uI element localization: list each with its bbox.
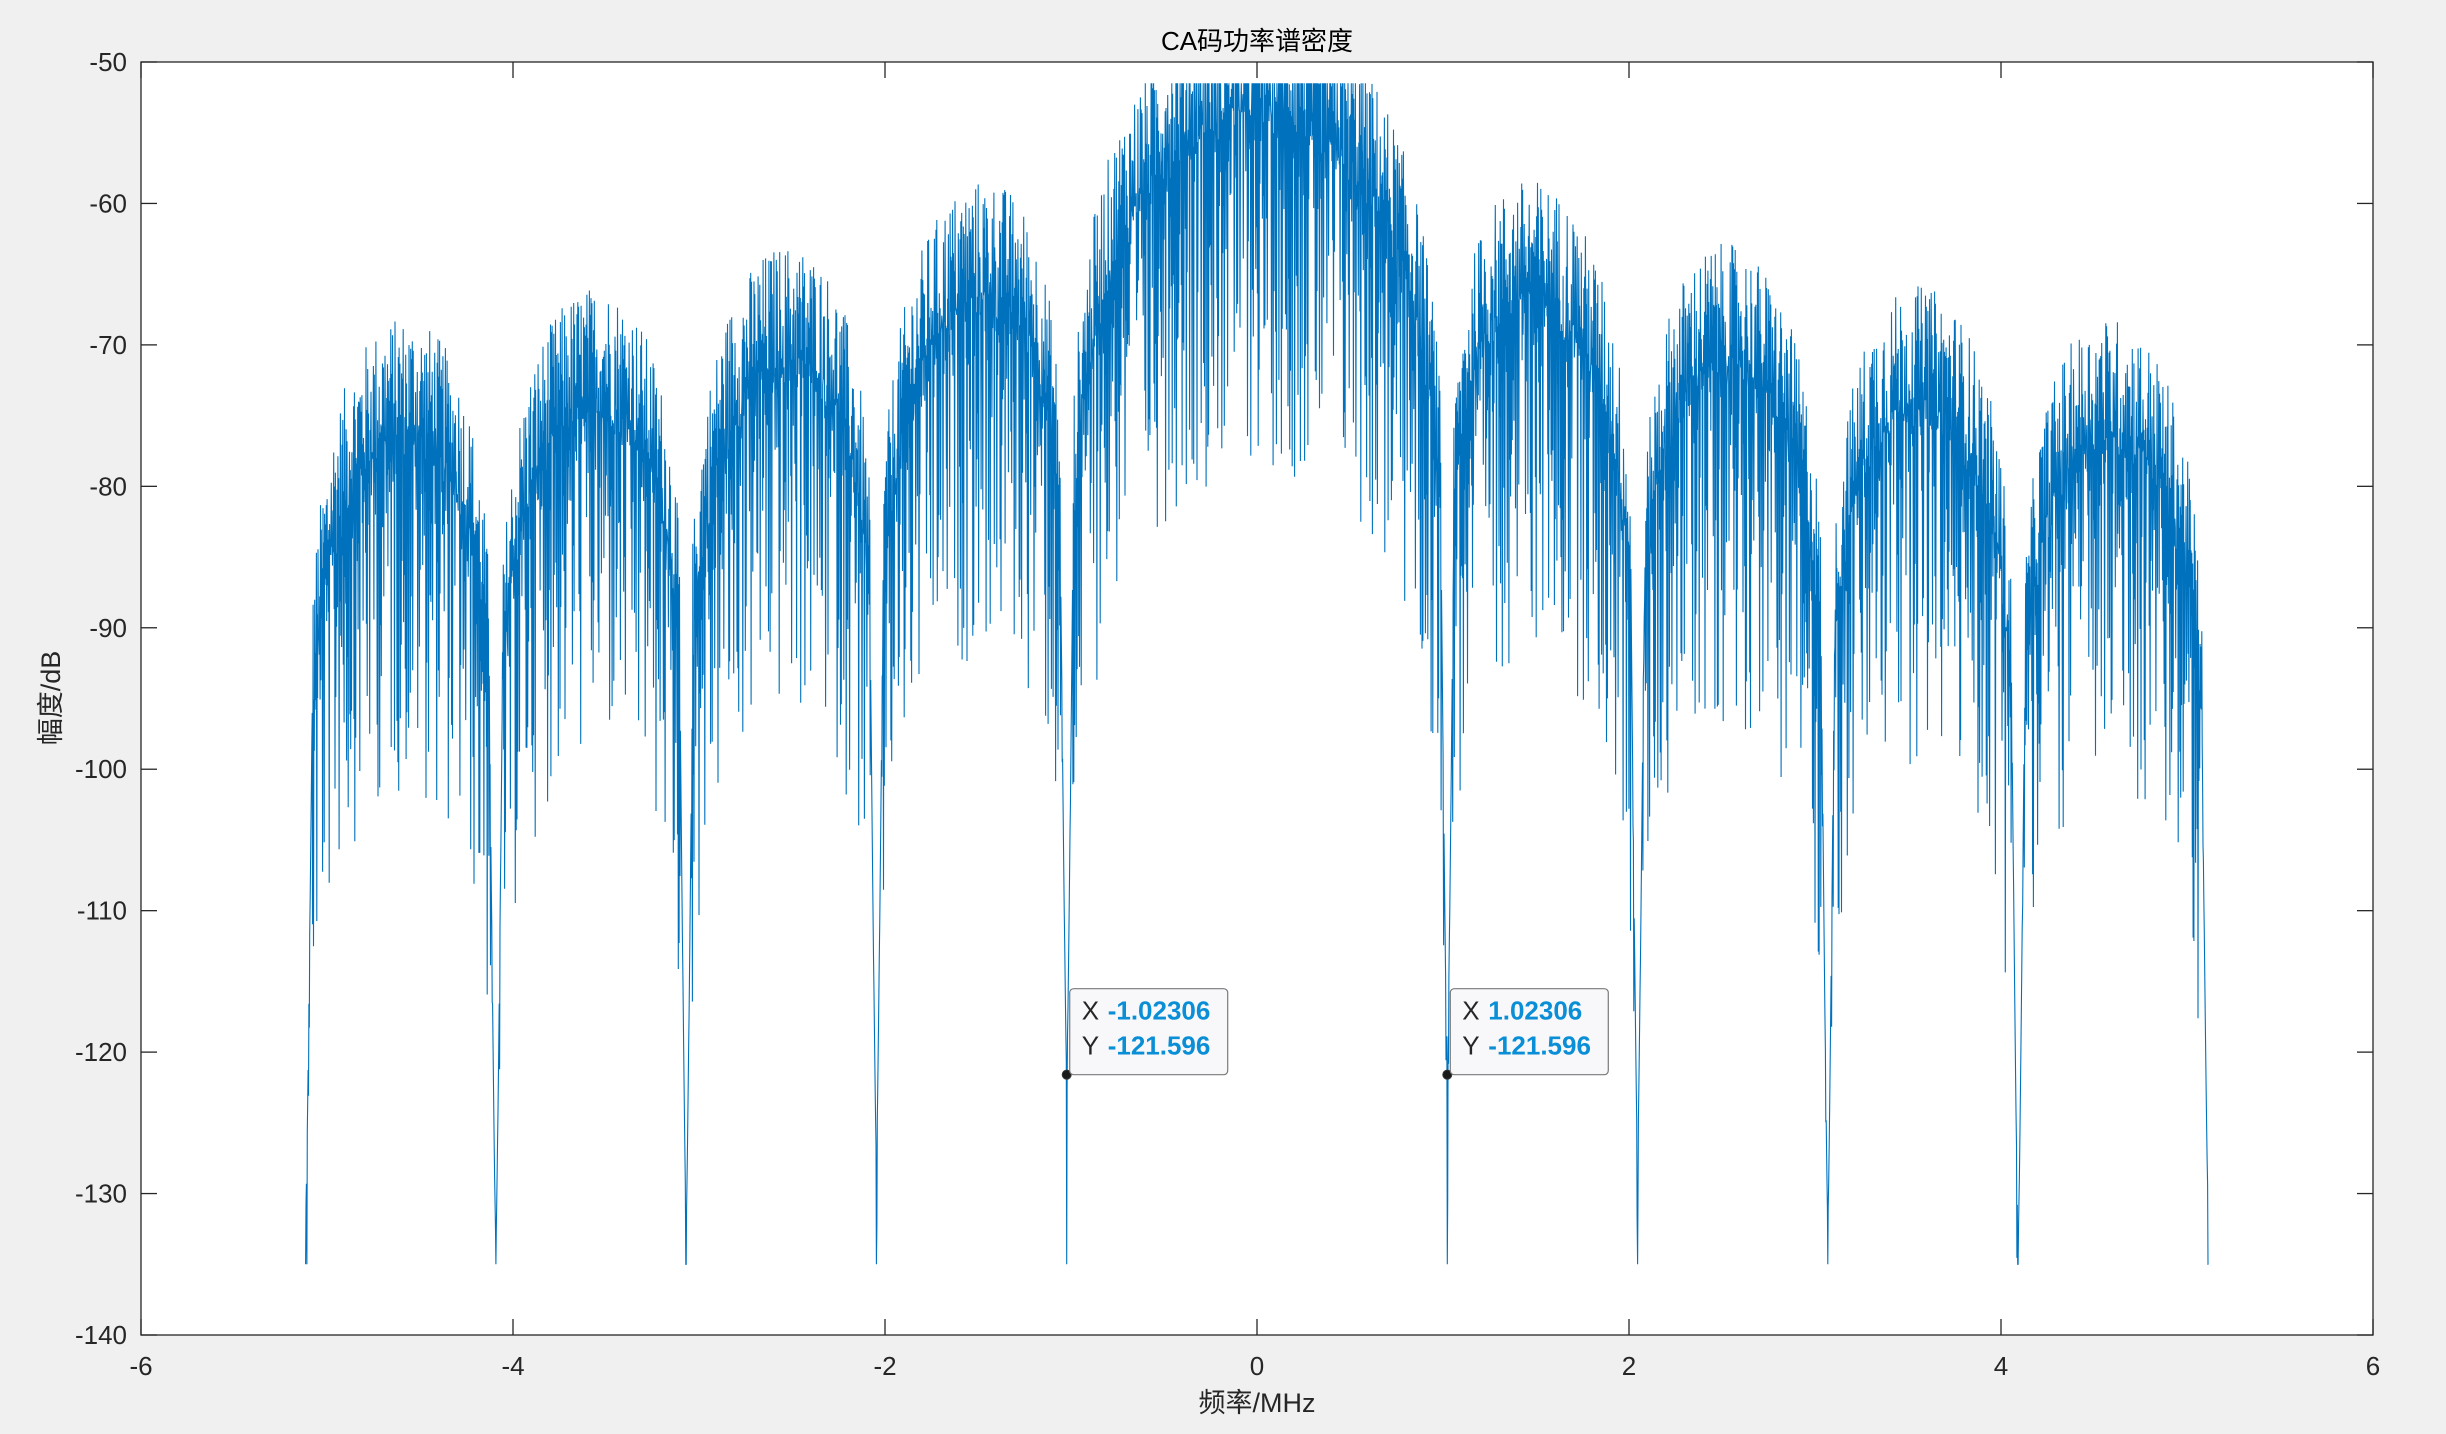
y-tick-label: -120 xyxy=(75,1037,127,1067)
datatip-x-value: -1.02306 xyxy=(1108,996,1211,1026)
x-axis-label: 频率/MHz xyxy=(1199,1388,1316,1418)
datatip-x-label: X xyxy=(1462,996,1479,1026)
x-tick-label: -4 xyxy=(501,1351,524,1381)
x-tick-label: -6 xyxy=(129,1351,152,1381)
y-tick-label: -130 xyxy=(75,1179,127,1209)
datatip-box xyxy=(1449,988,1609,1076)
x-tick-label: 4 xyxy=(1994,1351,2008,1381)
datatip-y-value: -121.596 xyxy=(1488,1031,1591,1061)
x-tick-label: 0 xyxy=(1250,1351,1264,1381)
y-tick-label: -70 xyxy=(89,330,127,360)
x-axis: -6 -4 -2 0 2 4 6 xyxy=(129,62,2380,1381)
y-tick-label: -80 xyxy=(89,471,127,501)
y-tick-label: -90 xyxy=(89,613,127,643)
datatip-x-label: X xyxy=(1082,996,1099,1026)
psd-trace xyxy=(305,83,2209,1265)
datatip-marker[interactable] xyxy=(1061,1069,1072,1080)
datatip-y-value: -121.596 xyxy=(1108,1031,1211,1061)
chart-title: CA码功率谱密度 xyxy=(1161,26,1353,56)
datatip[interactable]: X 1.02306 Y -121.596 xyxy=(1442,988,1609,1080)
datatip-y-label: Y xyxy=(1082,1031,1099,1061)
datatip-marker[interactable] xyxy=(1442,1069,1453,1080)
x-tick-label: 6 xyxy=(2366,1351,2380,1381)
y-tick-label: -50 xyxy=(89,47,127,77)
y-tick-label: -100 xyxy=(75,754,127,784)
x-tick-label: -2 xyxy=(873,1351,896,1381)
y-tick-label: -140 xyxy=(75,1320,127,1350)
y-axis: -50 -60 -70 -80 -90 -100 -110 -120 -130 -140 xyxy=(75,47,2373,1350)
x-tick-label: 2 xyxy=(1622,1351,1636,1381)
datatip-y-label: Y xyxy=(1462,1031,1479,1061)
psd-line xyxy=(305,83,2209,1265)
y-tick-label: -110 xyxy=(77,896,127,926)
datatips[interactable]: X -1.02306 Y -121.596 X 1.02306 Y -121.596 xyxy=(1061,988,1609,1080)
y-axis-label: 幅度/dB xyxy=(36,651,66,746)
datatip[interactable]: X -1.02306 Y -121.596 xyxy=(1061,988,1229,1080)
datatip-x-value: 1.02306 xyxy=(1488,996,1582,1026)
datatip-box xyxy=(1069,988,1229,1076)
y-tick-label: -60 xyxy=(89,188,127,218)
